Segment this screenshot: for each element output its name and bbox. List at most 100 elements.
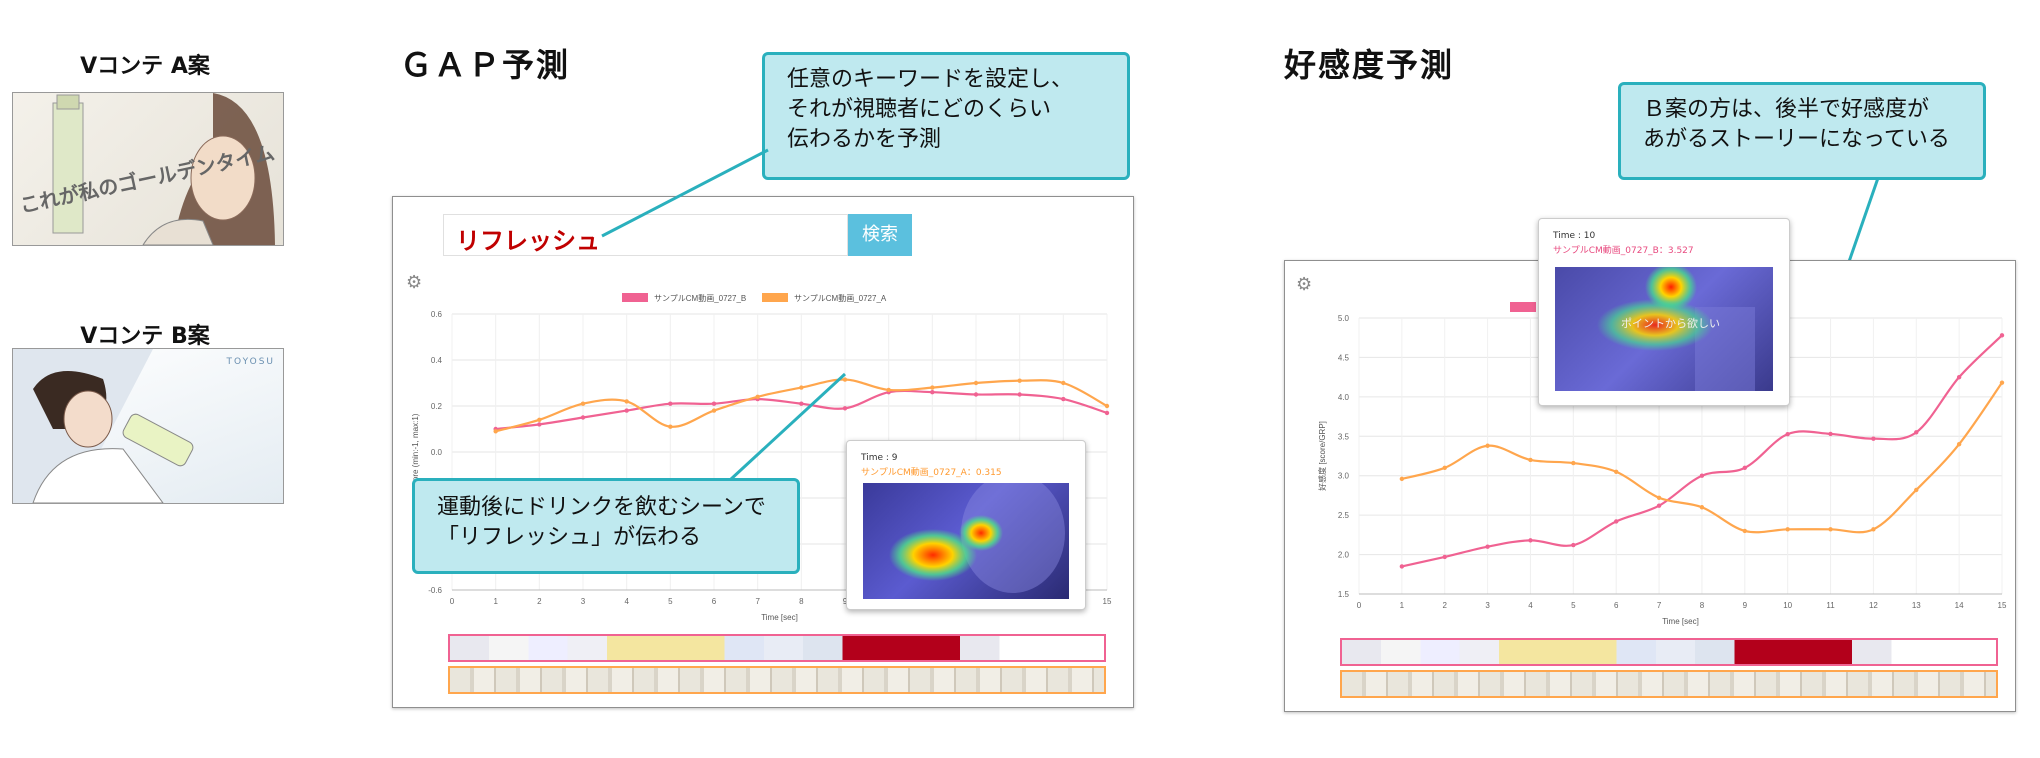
data-point <box>1614 519 1619 524</box>
fav-heatmap-caption: ポイントから欲しい <box>1621 317 1720 330</box>
data-point <box>668 424 673 429</box>
gap-strip-b-frames <box>450 636 1104 660</box>
x-tick-label: 2 <box>1443 601 1448 610</box>
x-tick-label: 6 <box>712 597 717 606</box>
data-point <box>711 401 717 406</box>
storyboard-a-illustration <box>52 93 275 245</box>
y-tick-label: 0.6 <box>431 310 443 319</box>
x-tick-label: 1 <box>1400 601 1405 610</box>
data-point <box>1914 487 1919 493</box>
x-axis-label: Time [sec] <box>1662 617 1699 626</box>
data-point <box>930 390 935 395</box>
fav-heatmap-image: ポイントから欲しい <box>1555 267 1773 391</box>
legend-label: サンプルCM動画_0727_B <box>654 294 746 303</box>
gap-heatmap-image <box>863 483 1069 599</box>
data-point <box>1828 527 1833 532</box>
data-point <box>580 401 586 406</box>
data-point <box>1871 527 1876 532</box>
x-tick-label: 11 <box>1826 601 1835 610</box>
data-point <box>1956 441 1962 447</box>
data-point <box>1828 431 1833 437</box>
data-point <box>1571 460 1576 466</box>
fav-chart: 1.52.02.53.03.54.04.55.00 1 2 3 4 5 6 7 8 9 10 11 12… <box>1317 314 2007 626</box>
search-button[interactable]: 検索 <box>848 214 912 256</box>
gear-icon[interactable]: ⚙ <box>406 272 423 293</box>
data-point <box>1656 495 1662 500</box>
data-point <box>1571 542 1576 548</box>
gap-note-line-1: 運動後にドリンクを飲むシーンで <box>437 495 766 520</box>
x-tick-label: 4 <box>1528 601 1533 610</box>
storyboard-b-illustration <box>13 349 194 503</box>
x-tick-label: 0 <box>1357 601 1362 610</box>
x-tick-label: 1 <box>493 597 498 606</box>
data-point <box>537 422 542 427</box>
y-tick-label: 2.0 <box>1338 551 1350 560</box>
fav-legend-swatch <box>1510 302 1536 312</box>
gap-strip-a <box>448 666 1106 694</box>
data-point <box>1742 465 1747 471</box>
data-point <box>1442 465 1447 471</box>
x-tick-label: 9 <box>1743 601 1748 610</box>
x-tick-label: 12 <box>1869 601 1878 610</box>
data-point <box>493 429 498 434</box>
gap-callout-line-1: 任意のキーワードを設定し、 <box>787 67 1074 92</box>
y-tick-label: 0.2 <box>431 402 443 411</box>
x-tick-label: 14 <box>1955 601 1964 610</box>
data-point <box>842 406 848 411</box>
y-tick-label: 3.0 <box>1338 472 1350 481</box>
x-tick-label: 7 <box>1657 601 1662 610</box>
data-point <box>580 415 586 420</box>
data-point <box>624 408 629 413</box>
gap-section-title: ＧＡＰ予測 <box>400 46 571 84</box>
fav-strip-a-frames <box>1342 672 1996 696</box>
y-tick-label: 0.0 <box>431 448 443 457</box>
data-point <box>1785 527 1790 532</box>
data-point <box>1914 430 1919 435</box>
gap-tooltip: Time : 9 サンプルCM動画_0727_A：0.315 <box>846 440 1086 610</box>
fav-tooltip: Time : 10 サンプルCM動画_0727_B：3.527 ポイントから欲し… <box>1538 218 1790 406</box>
x-tick-label: 15 <box>1103 597 1112 606</box>
y-tick-label: 0.4 <box>431 356 443 365</box>
data-point <box>1442 554 1447 560</box>
fav-section-title: 好感度予測 <box>1284 46 1455 84</box>
x-tick-label: 4 <box>624 597 629 606</box>
x-tick-label: 9 <box>843 597 848 606</box>
data-point <box>1104 410 1110 416</box>
y-tick-label: 4.0 <box>1338 393 1350 402</box>
y-tick-label: 2.5 <box>1338 511 1350 520</box>
data-point <box>1017 378 1022 383</box>
y-axis-label: 好感度 [score/GRP] <box>1317 421 1327 491</box>
gap-callout-line-2: それが視聴者にどのくらい <box>787 97 1052 122</box>
y-tick-label: -0.6 <box>428 586 442 595</box>
data-point <box>755 394 760 399</box>
gap-callout: 任意のキーワードを設定し、 それが視聴者にどのくらい 伝わるかを予測 <box>762 52 1130 180</box>
y-tick-label: 3.5 <box>1338 432 1350 441</box>
data-point <box>1485 544 1490 549</box>
gap-note-line-2: 「リフレッシュ」が伝わる <box>437 525 702 550</box>
fav-callout-line-1: Ｂ案の方は、後半で好感度が <box>1643 97 1930 122</box>
data-point <box>1614 469 1619 474</box>
data-point <box>1104 403 1110 409</box>
fav-heatmap-overlay <box>1597 267 1755 391</box>
x-tick-label: 5 <box>1571 601 1576 610</box>
legend-swatch <box>622 293 648 302</box>
storyboard-a-label: Vコンテ A案 <box>80 54 210 79</box>
storyboard-b-label: Vコンテ B案 <box>80 324 210 349</box>
data-point <box>624 399 629 404</box>
data-point <box>711 408 717 413</box>
x-tick-label: 7 <box>755 597 760 606</box>
data-point <box>1699 505 1705 510</box>
data-point <box>1956 374 1962 380</box>
data-point <box>799 401 804 406</box>
data-point <box>799 385 804 390</box>
x-tick-label: 3 <box>581 597 586 606</box>
gap-tooltip-value: サンプルCM動画_0727_A：0.315 <box>861 468 1002 478</box>
data-point <box>1399 564 1405 569</box>
fav-tooltip-time: Time : 10 <box>1553 231 1596 241</box>
data-point <box>1785 431 1790 437</box>
y-axis-label: Score (min:-1, max:1) <box>411 413 420 490</box>
fav-callout: Ｂ案の方は、後半で好感度が あがるストーリーになっている <box>1618 82 1986 180</box>
fav-gear-icon[interactable]: ⚙ <box>1296 274 1313 295</box>
x-axis-label: Time [sec] <box>761 613 798 622</box>
data-point <box>1528 457 1533 463</box>
